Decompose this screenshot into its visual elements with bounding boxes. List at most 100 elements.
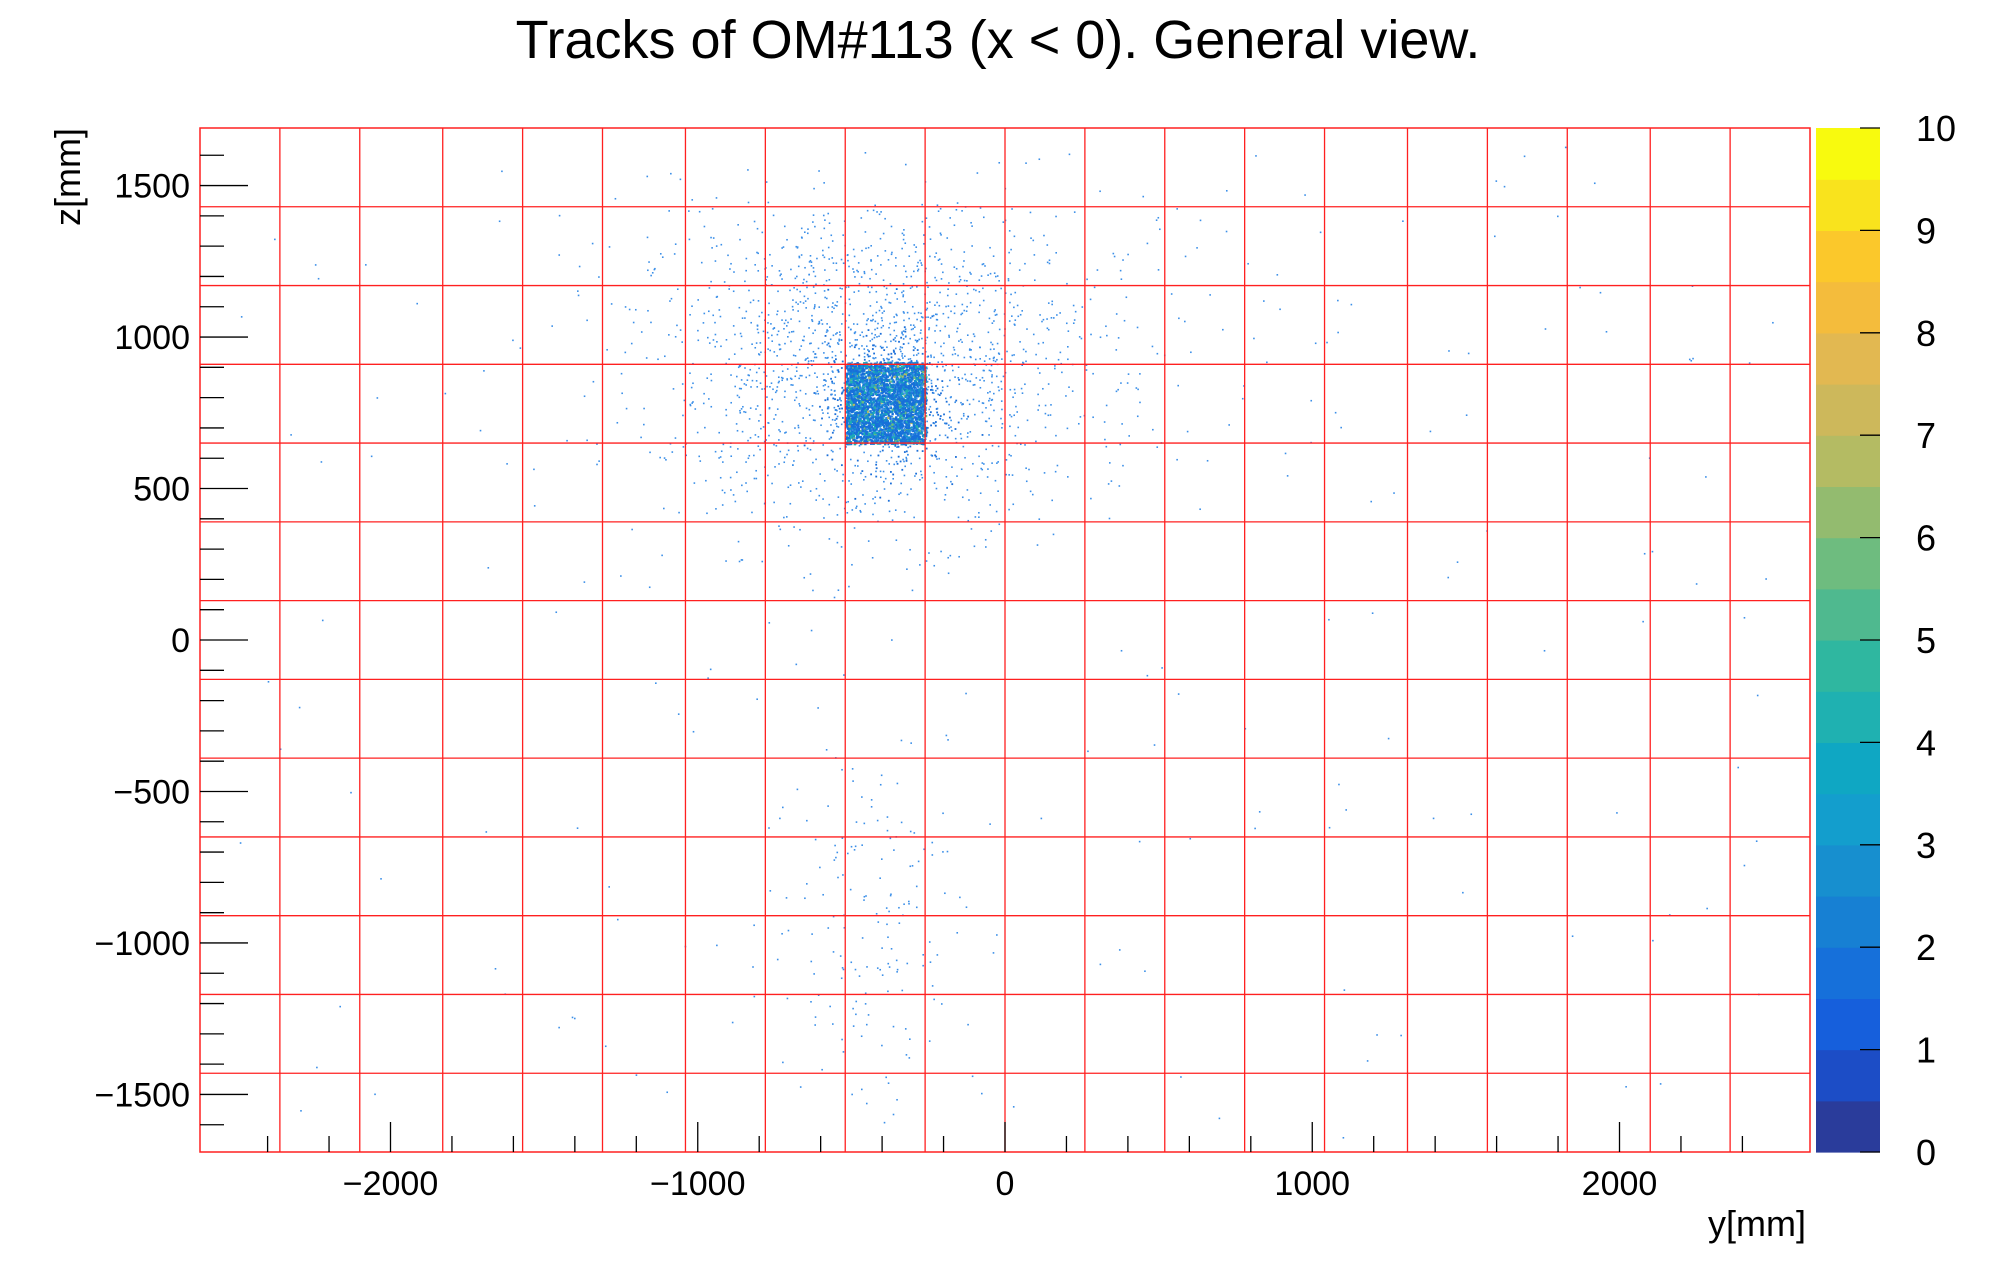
track-point (954, 376, 956, 378)
track-point (983, 463, 985, 465)
track-point (902, 402, 905, 405)
track-point (869, 373, 872, 376)
track-point (876, 366, 879, 370)
track-point (1011, 474, 1014, 476)
track-point (923, 234, 925, 236)
track-point (1117, 388, 1119, 391)
track-point (789, 289, 791, 292)
track-point (728, 288, 730, 290)
track-point (901, 407, 904, 410)
track-point (1014, 291, 1017, 294)
track-point (888, 437, 891, 440)
track-point (893, 371, 896, 374)
track-point (903, 234, 905, 236)
track-points (239, 146, 1774, 1139)
track-point (815, 487, 818, 490)
track-point (905, 377, 908, 380)
track-point (1001, 408, 1003, 411)
track-point (878, 430, 881, 434)
track-point (884, 423, 887, 426)
track-point (997, 461, 999, 463)
track-point (914, 412, 917, 416)
track-point (1051, 499, 1053, 502)
track-point (859, 390, 862, 393)
track-point (930, 356, 932, 358)
track-point (868, 398, 871, 401)
track-point (1048, 259, 1051, 262)
track-point (895, 371, 897, 374)
track-point (902, 333, 904, 336)
track-point (846, 427, 850, 430)
track-point (902, 411, 905, 414)
track-point (925, 217, 928, 219)
track-point (831, 257, 834, 259)
track-point (877, 365, 880, 368)
track-point (910, 369, 913, 372)
track-point (845, 438, 847, 440)
track-point (855, 343, 858, 346)
track-point (759, 342, 762, 344)
track-point (896, 968, 899, 971)
track-point (852, 417, 855, 421)
track-point (899, 359, 901, 361)
track-point (823, 352, 825, 354)
track-point (936, 458, 938, 460)
track-point (906, 432, 909, 434)
track-point (804, 897, 806, 900)
track-point (970, 528, 973, 530)
track-point (904, 417, 907, 420)
track-point (863, 440, 866, 444)
track-point (730, 374, 732, 376)
track-point (851, 432, 854, 435)
track-point (851, 429, 854, 431)
track-point (1024, 383, 1026, 386)
track-point (904, 270, 907, 273)
track-point (908, 902, 910, 905)
track-point (896, 431, 899, 434)
track-point (779, 430, 781, 433)
track-point (969, 355, 972, 358)
track-point (995, 510, 998, 513)
track-point (874, 357, 877, 359)
track-point (683, 399, 686, 402)
track-point (854, 412, 857, 416)
track-point (828, 438, 831, 440)
track-point (793, 286, 795, 289)
track-point (875, 461, 878, 463)
track-point (872, 440, 875, 443)
track-point (830, 389, 833, 391)
track-point (732, 494, 735, 496)
track-point (882, 388, 886, 391)
track-point (876, 301, 878, 303)
track-point (902, 290, 905, 292)
track-point (1050, 404, 1052, 406)
track-point (845, 354, 847, 357)
track-point (596, 463, 598, 466)
track-point (859, 432, 862, 434)
track-point (1009, 388, 1012, 391)
track-point (876, 327, 879, 330)
track-point (952, 346, 955, 349)
track-point (837, 405, 840, 408)
track-point (875, 463, 878, 466)
track-point (668, 334, 670, 336)
track-point (896, 446, 898, 448)
track-point (970, 273, 972, 275)
track-point (835, 269, 838, 271)
track-point (943, 422, 946, 425)
track-point (935, 324, 938, 327)
track-point (793, 526, 795, 528)
track-point (887, 432, 890, 434)
track-point (987, 331, 990, 334)
track-point (943, 413, 945, 416)
track-point (861, 429, 865, 433)
track-point (887, 408, 890, 411)
track-point (842, 874, 844, 876)
track-point (721, 489, 724, 492)
track-point (876, 393, 879, 397)
track-point (868, 435, 871, 438)
track-point (835, 422, 838, 425)
track-point (889, 432, 891, 435)
track-point (861, 381, 865, 384)
track-point (787, 544, 790, 547)
